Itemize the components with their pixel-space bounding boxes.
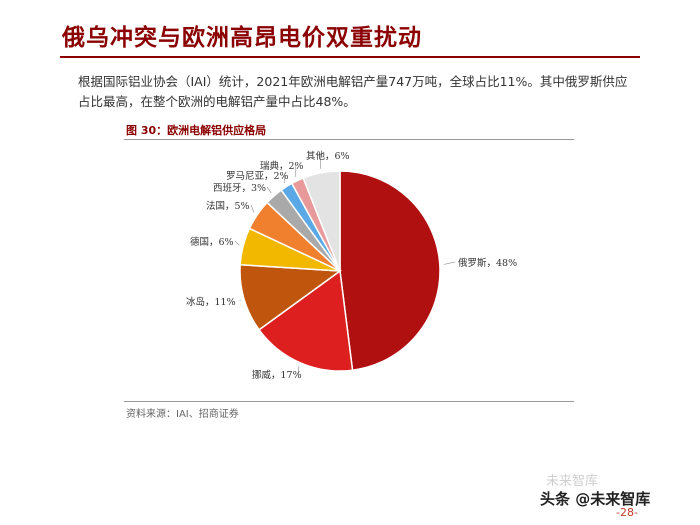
figure-caption: 图 30：欧洲电解铝供应格局 bbox=[126, 124, 267, 137]
pie-label-1: 挪威，17% bbox=[252, 369, 302, 381]
pie-labels: 俄罗斯，48% 挪威，17% 冰岛，11% 德国，6% 法国，5% 西班牙，3%罗马尼亚，… bbox=[186, 150, 517, 381]
title-divider bbox=[60, 56, 640, 58]
pie-label-7: 瑞典，2% bbox=[260, 160, 304, 172]
pie-label-3: 德国，6% bbox=[190, 236, 234, 248]
leader-line-5 bbox=[266, 186, 272, 194]
watermark-faint: 未来智库 bbox=[546, 474, 599, 489]
caption-divider bbox=[124, 139, 574, 140]
page-title: 俄乌冲突与欧洲高昂电价双重扰动 bbox=[62, 24, 422, 51]
pie-label-4: 法国，5% bbox=[206, 200, 250, 212]
leader-line-4 bbox=[250, 204, 255, 213]
source-divider bbox=[124, 401, 574, 402]
leader-line-0 bbox=[443, 261, 456, 265]
intro-paragraph: 根据国际铝业协会（IAI）统计，2021年欧洲电解铝产量747万吨，全球占比11… bbox=[78, 74, 628, 109]
watermark-main: 头条 @未来智库 bbox=[540, 490, 651, 508]
pie-slice-2 bbox=[239, 263, 343, 331]
pie-label-2: 冰岛，11% bbox=[186, 296, 236, 308]
leader-line-3 bbox=[234, 240, 240, 246]
source-note: 资料来源：IAI、招商证券 bbox=[126, 409, 239, 420]
pie-slice-1 bbox=[258, 269, 354, 372]
pie-label-0: 俄罗斯，48% bbox=[458, 257, 517, 269]
pie-slice-0 bbox=[339, 170, 441, 372]
pie-slice-8 bbox=[302, 170, 341, 272]
pie-leader-lines bbox=[234, 155, 456, 374]
pie-label-5: 西班牙，3% bbox=[213, 182, 266, 194]
page-number: -28- bbox=[616, 506, 638, 519]
pie-label-6: 罗马尼亚，2% bbox=[226, 171, 289, 182]
pie-slices bbox=[239, 170, 441, 372]
pie-label-8: 其他，6% bbox=[306, 150, 350, 162]
